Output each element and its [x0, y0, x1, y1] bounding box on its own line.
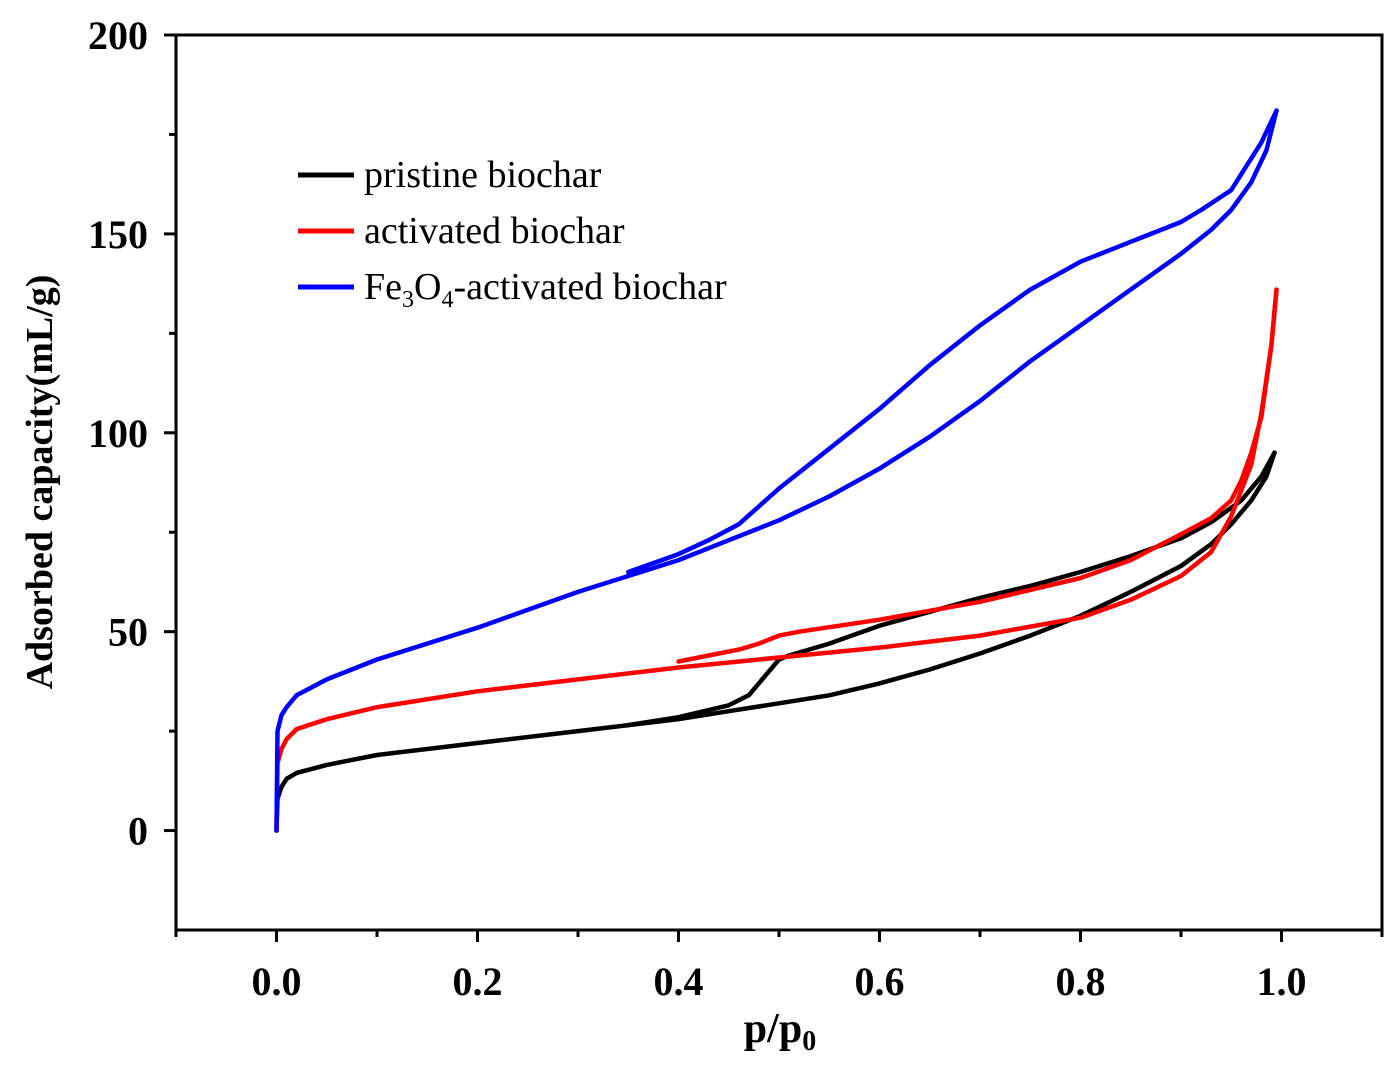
pristine-biochar-desorption-line: [625, 450, 1277, 728]
x-axis-title-subscript: 0: [802, 1026, 816, 1057]
y-tick-label: 0: [128, 809, 148, 854]
legend-label-part: pristine biochar: [364, 154, 602, 196]
legend-label-subscript: 3: [402, 287, 414, 313]
legend-label-activated-biochar: activated biochar: [364, 210, 625, 252]
activated-biochar-desorption-line: [676, 287, 1279, 664]
x-tick-label: 0.2: [453, 959, 503, 1004]
legend-label-part: O: [414, 266, 441, 308]
x-axis-title: p/p0: [744, 1006, 816, 1057]
legend-label-subscript: 4: [441, 287, 453, 313]
x-tick-label: 0.0: [252, 959, 302, 1004]
legend: pristine biochar activated biochar Fe3O4-a…: [298, 154, 727, 313]
x-tick-label: 0.6: [855, 959, 905, 1004]
x-tick-label: 1.0: [1257, 959, 1307, 1004]
plot-frame: [174, 33, 1384, 932]
x-axis-title-main: p/p: [744, 1006, 802, 1052]
y-tick-label: 50: [108, 610, 148, 655]
legend-label-part: -activated biochar: [453, 266, 727, 308]
y-tick-label: 200: [88, 13, 148, 58]
tick-labels: 0.0 0.2 0.4 0.6 0.8 1.0 0 50 100 150 200: [88, 13, 1307, 1004]
legend-label-part: activated biochar: [364, 210, 625, 252]
y-axis-title: Adsorbed capacity(mL/g): [19, 275, 61, 690]
y-tick-label: 150: [88, 212, 148, 257]
x-tick-label: 0.4: [654, 959, 704, 1004]
x-tick-label: 0.8: [1056, 959, 1106, 1004]
series-layer: [274, 108, 1279, 833]
activated-biochar-adsorption-line: [274, 287, 1279, 833]
legend-label-fe3o4-activated-biochar: Fe3O4-activated biochar: [364, 266, 727, 313]
pristine-biochar-adsorption-line: [274, 450, 1277, 833]
legend-label-pristine-biochar: pristine biochar: [364, 154, 602, 196]
legend-label-part: Fe: [364, 266, 402, 308]
y-tick-label: 100: [88, 411, 148, 456]
tick-marks: [164, 33, 1384, 942]
fe3o4-activated-biochar-adsorption-line: [274, 108, 1279, 833]
fe3o4-activated-biochar-desorption-line: [625, 108, 1279, 575]
